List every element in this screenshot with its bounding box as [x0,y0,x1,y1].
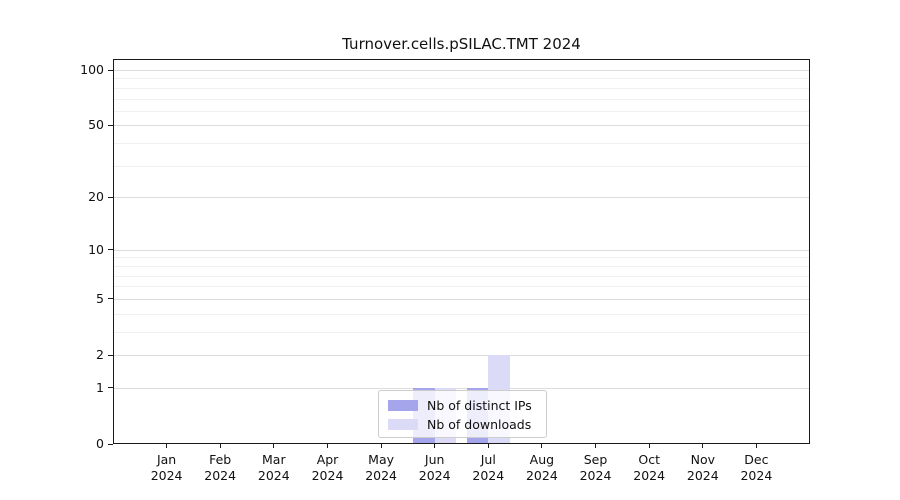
legend-label-distinct-ips: Nb of distinct IPs [427,397,532,413]
gridline-20 [114,197,809,199]
legend-item-downloads: Nb of downloads [388,415,540,433]
x-tick-label-may-2024: May 2024 [351,452,411,484]
x-tick-mark-jul-2024 [487,444,489,448]
x-tick-mark-may-2024 [380,444,382,448]
gridline-100 [114,70,809,71]
x-tick-label-line: 2024 [525,468,558,483]
y-tick-mark-2 [108,354,113,356]
x-tick-label-line: Jul [480,452,496,467]
x-tick-mark-jan-2024 [166,444,168,448]
x-tick-label-line: Oct [638,452,660,467]
x-tick-mark-mar-2024 [273,444,275,448]
x-tick-label-aug-2024: Aug 2024 [512,452,572,484]
legend: Nb of distinct IPs Nb of downloads [378,390,547,438]
gridline-60 [114,110,809,112]
legend-swatch-downloads [388,418,418,430]
x-tick-mark-aug-2024 [541,444,543,448]
x-tick-label-feb-2024: Feb 2024 [190,452,250,484]
legend-label-downloads: Nb of downloads [427,416,532,432]
y-tick-mark-20 [108,196,113,198]
gridline-80 [114,87,809,89]
y-tick-mark-10 [108,249,113,251]
gridline-6 [114,286,809,288]
x-tick-label-line: Jun [424,452,445,467]
x-tick-label-jul-2024: Jul 2024 [458,452,518,484]
x-tick-label-dec-2024: Dec 2024 [726,452,786,484]
gridline-40 [114,143,809,145]
x-tick-label-line: 2024 [686,468,719,483]
x-tick-label-line: 2024 [204,468,237,483]
chart-title: Turnover.cells.pSILAC.TMT 2024 [342,35,581,53]
legend-item-distinct-ips: Nb of distinct IPs [388,396,540,414]
y-tick-label-2: 2 [96,347,104,362]
x-tick-label-jan-2024: Jan 2024 [137,452,197,484]
x-tick-mark-dec-2024 [755,444,757,448]
gridline-1 [114,387,809,389]
y-tick-label-10: 10 [88,241,104,257]
x-tick-label-line: 2024 [150,468,183,483]
x-tick-label-line: Sep [583,452,608,467]
x-tick-label-line: 2024 [365,468,397,483]
x-tick-label-line: 2024 [740,468,773,483]
gridline-50 [114,125,809,127]
gridline-5 [114,298,809,300]
x-tick-mark-sep-2024 [595,444,596,448]
x-tick-label-line: 2024 [257,468,290,483]
x-tick-label-line: Mar [262,452,286,467]
y-tick-mark-5 [108,298,113,300]
x-tick-label-line: 2024 [579,468,612,483]
x-tick-label-line: Nov [690,452,715,467]
x-tick-label-line: Feb [209,452,232,467]
x-tick-label-line: 2024 [633,468,666,483]
bars-layer [114,60,809,443]
y-tick-mark-0 [108,443,113,445]
y-tick-mark-100 [108,69,113,71]
x-tick-label-jun-2024: Jun 2024 [405,452,465,484]
y-tick-label-5: 5 [96,290,104,306]
gridline-9 [114,257,809,259]
x-tick-mark-feb-2024 [219,444,221,448]
y-tick-mark-50 [108,124,113,126]
x-tick-label-line: Apr [316,452,339,467]
x-tick-label-line: Dec [744,452,769,467]
y-tick-mark-1 [108,387,113,389]
gridline-3 [114,331,809,333]
x-tick-mark-apr-2024 [327,444,328,448]
gridline-2 [114,355,809,356]
y-tick-label-100: 100 [80,62,104,77]
x-tick-label-sep-2024: Sep 2024 [566,452,626,484]
x-tick-label-line: 2024 [418,468,451,483]
x-tick-label-line: May [368,452,395,467]
grid-layer [114,60,809,443]
x-tick-label-line: Aug [529,452,555,467]
gridline-30 [114,165,809,167]
y-tick-label-0: 0 [96,436,104,451]
x-tick-label-line: 2024 [472,468,505,483]
plot-area [113,59,810,444]
x-tick-label-mar-2024: Mar 2024 [244,452,304,484]
x-tick-label-oct-2024: Oct 2024 [619,452,679,484]
y-tick-label-1: 1 [96,379,104,395]
legend-swatch-distinct-ips [388,399,418,411]
gridline-70 [114,98,809,100]
gridline-10 [114,249,809,251]
gridline-90 [114,78,809,80]
x-tick-label-line: 2024 [311,468,344,483]
gridline-4 [114,313,809,315]
gridline-7 [114,275,809,277]
x-tick-mark-jun-2024 [434,444,436,448]
x-tick-label-nov-2024: Nov 2024 [673,452,733,484]
x-tick-label-apr-2024: Apr 2024 [298,452,358,484]
x-tick-mark-nov-2024 [702,444,704,448]
gridline-8 [114,265,809,267]
y-tick-label-50: 50 [88,117,104,133]
x-tick-mark-oct-2024 [648,444,650,448]
x-tick-label-line: Jan [156,452,177,467]
y-tick-label-20: 20 [88,189,104,205]
